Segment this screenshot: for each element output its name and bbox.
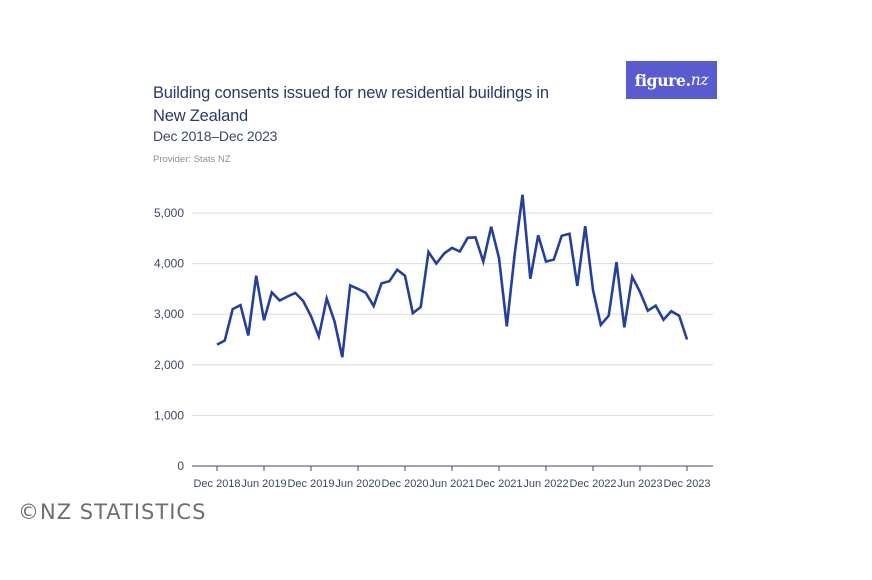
x-tick-label: Dec 2023 [663,478,710,490]
figure-nz-logo[interactable]: figure. nz [626,61,717,99]
x-tick-label: Dec 2018 [193,478,240,490]
logo-text-main: figure. [634,70,691,90]
y-tick-label: 2,000 [154,358,184,372]
x-axis: Dec 2018 Jun 2019 Dec 2019 Jun 2020 Dec 2020… [192,465,713,490]
x-tick-label: Dec 2021 [475,478,522,490]
chart-subtitle: Dec 2018–Dec 2023 [153,128,278,144]
y-tick-label: 0 [177,459,184,473]
y-tick-label: 5,000 [154,206,184,220]
logo-text-accent: nz [690,71,709,89]
series-line [216,194,689,358]
y-tick-label: 4,000 [154,257,184,271]
chart-series [216,194,689,358]
x-tick-label: Dec 2020 [381,478,428,490]
y-tick-label: 3,000 [154,307,184,321]
x-tick-label: Jun 2023 [617,478,662,490]
x-tick-label: Jun 2019 [241,478,286,490]
chart-provider: Provider: Stats NZ [153,154,231,165]
y-axis-ticks: 0 1,000 2,000 3,000 4,000 5,000 [154,206,184,473]
x-tick-label: Jun 2022 [523,478,568,490]
x-tick-label: Dec 2022 [569,478,616,490]
x-tick-label: Dec 2019 [287,478,334,490]
chart-gridlines [192,212,713,416]
x-tick-label: Jun 2020 [335,478,380,490]
chart-title: Building consents issued for new residen… [153,84,549,125]
nz-statistics-watermark: ©NZ STATISTICS [18,500,207,524]
x-tick-label: Jun 2021 [429,478,474,490]
y-tick-label: 1,000 [154,408,184,422]
